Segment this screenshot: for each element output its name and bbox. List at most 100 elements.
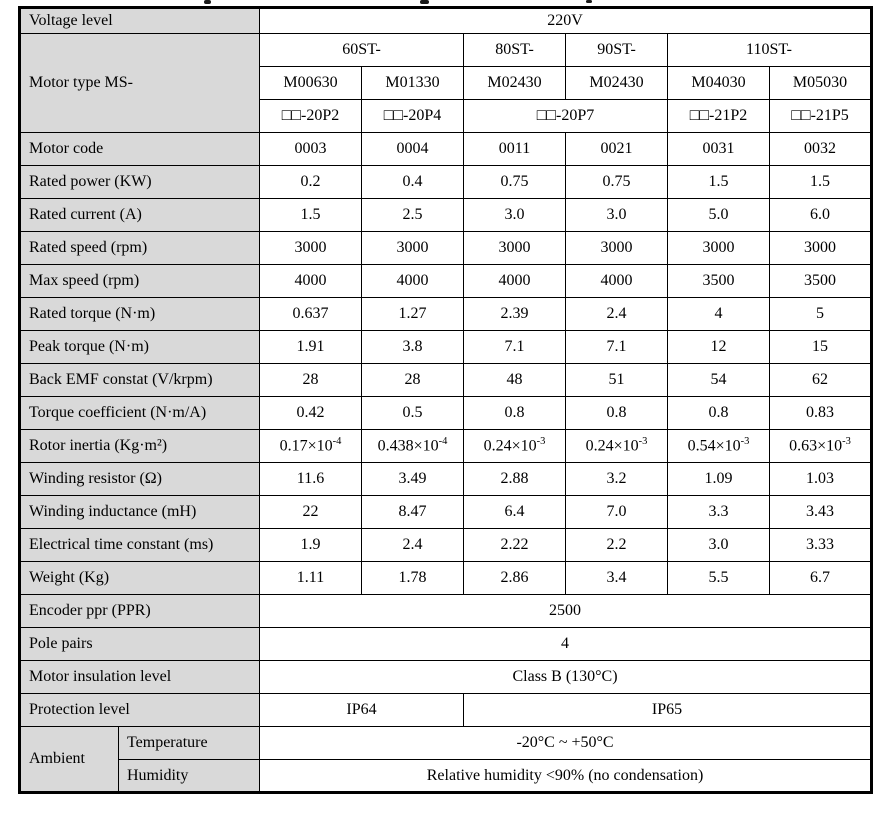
temperature-value: -20°C ~ +50°C (258, 726, 873, 760)
spec-value: 3.2 (565, 462, 668, 496)
drive-code-cell: □□-20P4 (361, 99, 464, 133)
row-label-electrical-time-constant: Electrical time constant (ms) (19, 528, 260, 562)
spec-value: 0.17×10-4 (259, 429, 362, 463)
row-label-winding-inductance: Winding inductance (mH) (19, 495, 260, 529)
row-label-protection-level: Protection level (19, 693, 260, 727)
spec-value: 0.24×10-3 (565, 429, 668, 463)
spec-value: 1.91 (259, 330, 362, 364)
spec-value: 11.6 (259, 462, 362, 496)
spec-value: 1.03 (768, 462, 873, 496)
spec-value: 2.86 (463, 561, 566, 595)
pole-pairs-value: 4 (258, 627, 873, 661)
exponent: -3 (536, 435, 546, 447)
table-row: Rated torque (N·m) 0.637 1.27 2.39 2.4 4… (19, 297, 873, 331)
exponent: -4 (332, 435, 342, 447)
model-cell: M02430 (463, 66, 566, 100)
spec-value: 4000 (565, 264, 668, 298)
protection-ip64-value: IP64 (259, 693, 464, 727)
spec-value: 4000 (463, 264, 566, 298)
spec-value: 28 (259, 363, 362, 397)
insulation-level-value: Class B (130°C) (258, 660, 873, 694)
spec-value: 0.75 (565, 165, 668, 199)
spec-value: 0.8 (463, 396, 566, 430)
drive-code-cell: □□-20P2 (259, 99, 362, 133)
spec-value: 3.0 (463, 198, 566, 232)
table-row: M00630 M01330 M02430 M02430 M04030 M0503… (20, 66, 873, 100)
table-row: Electrical time constant (ms) 1.9 2.4 2.… (19, 528, 873, 562)
spec-value: 3500 (667, 264, 770, 298)
series-110st: 110ST- (666, 33, 873, 67)
row-label-motor-code: Motor code (19, 132, 260, 166)
row-label-voltage-level: Voltage level (19, 7, 260, 34)
spec-value: 3.49 (361, 462, 464, 496)
spec-value: 3.8 (361, 330, 464, 364)
model-cell: M01330 (361, 66, 464, 100)
row-label-rated-speed: Rated speed (rpm) (19, 231, 260, 265)
spec-value: 8.47 (361, 495, 464, 529)
exponent: -3 (740, 435, 750, 447)
spec-value: 51 (565, 363, 668, 397)
spec-value: 2.88 (463, 462, 566, 496)
spec-value: 2.4 (565, 297, 668, 331)
spec-value: 1.78 (361, 561, 464, 595)
table-row: Humidity Relative humidity <90% (no cond… (20, 759, 873, 793)
exponent: -3 (638, 435, 648, 447)
spec-value: 6.4 (463, 495, 566, 529)
table-row: Rated speed (rpm) 3000 3000 3000 3000 30… (19, 231, 873, 265)
row-label-rotor-inertia: Rotor inertia (Kg·m²) (19, 429, 260, 463)
table-row: Peak torque (N·m) 1.91 3.8 7.1 7.1 12 15 (19, 330, 873, 364)
table-row: □□-20P2 □□-20P4 □□-20P7 □□-21P2 □□-21P5 (20, 99, 873, 133)
spec-value: 0011 (463, 132, 566, 166)
spec-value: 2.39 (463, 297, 566, 331)
spec-value: 7.1 (463, 330, 566, 364)
model-cell: M05030 (768, 66, 873, 100)
spec-value: 22 (259, 495, 362, 529)
clipped-text-fragment (420, 0, 429, 4)
model-cell: M00630 (259, 66, 362, 100)
row-label-max-speed: Max speed (rpm) (19, 264, 260, 298)
spec-value: 2.4 (361, 528, 464, 562)
exponent: -4 (438, 435, 448, 447)
encoder-ppr-value: 2500 (258, 594, 873, 628)
row-label-temperature: Temperature (118, 726, 260, 760)
spec-value: 12 (667, 330, 770, 364)
spec-value: 6.0 (768, 198, 873, 232)
spec-value: 7.1 (565, 330, 668, 364)
drive-code-cell: □□-21P2 (667, 99, 770, 133)
spec-value: 3.4 (565, 561, 668, 595)
table-row: Max speed (rpm) 4000 4000 4000 4000 3500… (19, 264, 873, 298)
row-label-pole-pairs: Pole pairs (19, 627, 260, 661)
spec-value: 0.63×10-3 (768, 429, 873, 463)
spec-value: 54 (667, 363, 770, 397)
row-label-weight: Weight (Kg) (19, 561, 260, 595)
protection-ip65-value: IP65 (462, 693, 873, 727)
spec-value: 5.5 (667, 561, 770, 595)
spec-value: 0.75 (463, 165, 566, 199)
spec-value: 3.33 (768, 528, 873, 562)
table-row: Rotor inertia (Kg·m²) 0.17×10-4 0.438×10… (19, 429, 873, 463)
row-label-motor-type: Motor type MS- (19, 33, 260, 133)
spec-value: 3000 (565, 231, 668, 265)
spec-value: 0.24×10-3 (463, 429, 566, 463)
table-row: Rated current (A) 1.5 2.5 3.0 3.0 5.0 6.… (19, 198, 873, 232)
table-row: Motor type MS- 60ST- 80ST- 90ST- 110ST- (19, 33, 873, 133)
spec-value: 4000 (259, 264, 362, 298)
spec-value: 0.42 (259, 396, 362, 430)
row-label-rated-current: Rated current (A) (19, 198, 260, 232)
spec-value: 1.27 (361, 297, 464, 331)
spec-value: 0.83 (768, 396, 873, 430)
row-label-rated-torque: Rated torque (N·m) (19, 297, 260, 331)
table-row: Winding resistor (Ω) 11.6 3.49 2.88 3.2 … (19, 462, 873, 496)
spec-value: 1.5 (768, 165, 873, 199)
row-label-humidity: Humidity (118, 759, 260, 793)
spec-value: 3.0 (667, 528, 770, 562)
spec-value: 0032 (768, 132, 873, 166)
row-label-torque-coefficient: Torque coefficient (N·m/A) (19, 396, 260, 430)
spec-value: 0.8 (667, 396, 770, 430)
spec-value: 5.0 (667, 198, 770, 232)
spec-value: 3000 (667, 231, 770, 265)
spec-value: 62 (768, 363, 873, 397)
table-row: Motor code 0003 0004 0011 0021 0031 0032 (19, 132, 873, 166)
spec-value: 4000 (361, 264, 464, 298)
spec-value: 3.0 (565, 198, 668, 232)
